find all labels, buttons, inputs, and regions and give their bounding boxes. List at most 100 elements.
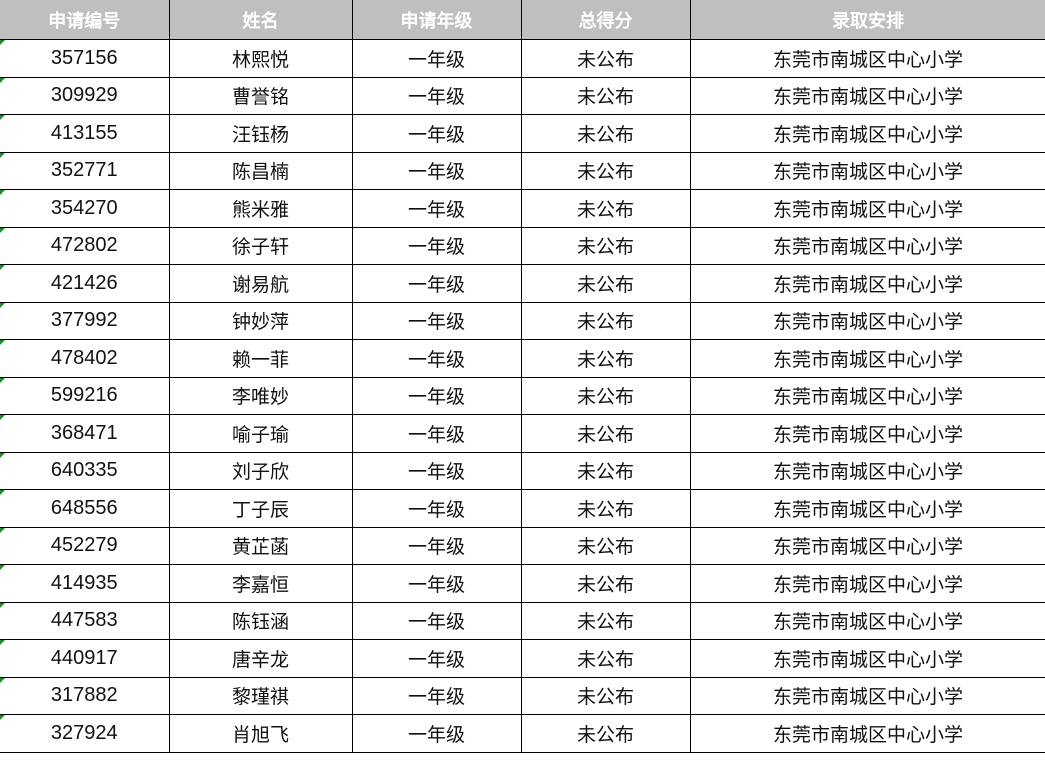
cell-admission[interactable]: 东莞市南城区中心小学 xyxy=(690,564,1045,603)
cell-total-score[interactable]: 未公布 xyxy=(521,77,691,115)
cell-grade[interactable]: 一年级 xyxy=(352,602,522,640)
cell-application-id[interactable]: 640335 xyxy=(0,452,170,490)
cell-total-score[interactable]: 未公布 xyxy=(521,39,691,78)
cell-total-score[interactable]: 未公布 xyxy=(521,114,691,153)
cell-total-score[interactable]: 未公布 xyxy=(521,339,691,378)
cell-admission[interactable]: 东莞市南城区中心小学 xyxy=(690,339,1045,378)
cell-application-id[interactable]: 421426 xyxy=(0,264,170,303)
cell-name[interactable]: 钟妙萍 xyxy=(169,302,353,340)
cell-total-score[interactable]: 未公布 xyxy=(521,452,691,490)
cell-grade[interactable]: 一年级 xyxy=(352,302,522,340)
cell-application-id[interactable]: 452279 xyxy=(0,527,170,565)
cell-name[interactable]: 唐辛龙 xyxy=(169,639,353,678)
cell-total-score[interactable]: 未公布 xyxy=(521,302,691,340)
cell-admission[interactable]: 东莞市南城区中心小学 xyxy=(690,377,1045,415)
cell-application-id[interactable]: 368471 xyxy=(0,414,170,453)
cell-application-id[interactable]: 354270 xyxy=(0,189,170,228)
cell-application-id[interactable]: 309929 xyxy=(0,77,170,115)
cell-grade[interactable]: 一年级 xyxy=(352,152,522,190)
cell-name[interactable]: 徐子轩 xyxy=(169,227,353,265)
cell-grade[interactable]: 一年级 xyxy=(352,452,522,490)
cell-total-score[interactable]: 未公布 xyxy=(521,677,691,715)
cell-admission[interactable]: 东莞市南城区中心小学 xyxy=(690,302,1045,340)
header-grade[interactable]: 申请年级 xyxy=(352,0,522,40)
cell-application-id[interactable]: 317882 xyxy=(0,677,170,715)
cell-application-id[interactable]: 357156 xyxy=(0,39,170,78)
cell-total-score[interactable]: 未公布 xyxy=(521,639,691,678)
cell-admission[interactable]: 东莞市南城区中心小学 xyxy=(690,452,1045,490)
cell-application-id[interactable]: 447583 xyxy=(0,602,170,640)
cell-admission[interactable]: 东莞市南城区中心小学 xyxy=(690,227,1045,265)
cell-name[interactable]: 肖旭飞 xyxy=(169,714,353,753)
cell-total-score[interactable]: 未公布 xyxy=(521,527,691,565)
header-application-id[interactable]: 申请编号 xyxy=(0,0,170,40)
cell-application-id[interactable]: 352771 xyxy=(0,152,170,190)
cell-grade[interactable]: 一年级 xyxy=(352,564,522,603)
cell-grade[interactable]: 一年级 xyxy=(352,677,522,715)
cell-grade[interactable]: 一年级 xyxy=(352,527,522,565)
cell-admission[interactable]: 东莞市南城区中心小学 xyxy=(690,189,1045,228)
cell-application-id[interactable]: 413155 xyxy=(0,114,170,153)
cell-name[interactable]: 李唯妙 xyxy=(169,377,353,415)
cell-name[interactable]: 谢易航 xyxy=(169,264,353,303)
cell-name[interactable]: 丁子辰 xyxy=(169,489,353,528)
cell-admission[interactable]: 东莞市南城区中心小学 xyxy=(690,714,1045,753)
cell-grade[interactable]: 一年级 xyxy=(352,339,522,378)
cell-admission[interactable]: 东莞市南城区中心小学 xyxy=(690,677,1045,715)
cell-application-id[interactable]: 377992 xyxy=(0,302,170,340)
cell-total-score[interactable]: 未公布 xyxy=(521,714,691,753)
cell-admission[interactable]: 东莞市南城区中心小学 xyxy=(690,489,1045,528)
cell-name[interactable]: 黎瑾祺 xyxy=(169,677,353,715)
cell-name[interactable]: 曹誉铭 xyxy=(169,77,353,115)
cell-grade[interactable]: 一年级 xyxy=(352,189,522,228)
cell-application-id[interactable]: 327924 xyxy=(0,714,170,753)
cell-total-score[interactable]: 未公布 xyxy=(521,377,691,415)
cell-grade[interactable]: 一年级 xyxy=(352,414,522,453)
cell-admission[interactable]: 东莞市南城区中心小学 xyxy=(690,602,1045,640)
cell-admission[interactable]: 东莞市南城区中心小学 xyxy=(690,414,1045,453)
cell-grade[interactable]: 一年级 xyxy=(352,264,522,303)
cell-admission[interactable]: 东莞市南城区中心小学 xyxy=(690,264,1045,303)
cell-grade[interactable]: 一年级 xyxy=(352,227,522,265)
cell-admission[interactable]: 东莞市南城区中心小学 xyxy=(690,527,1045,565)
cell-name[interactable]: 赖一菲 xyxy=(169,339,353,378)
cell-application-id[interactable]: 472802 xyxy=(0,227,170,265)
header-name[interactable]: 姓名 xyxy=(169,0,353,40)
cell-name[interactable]: 陈钰涵 xyxy=(169,602,353,640)
cell-grade[interactable]: 一年级 xyxy=(352,489,522,528)
cell-admission[interactable]: 东莞市南城区中心小学 xyxy=(690,639,1045,678)
header-total-score[interactable]: 总得分 xyxy=(521,0,691,40)
cell-name[interactable]: 李嘉恒 xyxy=(169,564,353,603)
cell-admission[interactable]: 东莞市南城区中心小学 xyxy=(690,77,1045,115)
cell-application-id[interactable]: 648556 xyxy=(0,489,170,528)
cell-application-id[interactable]: 440917 xyxy=(0,639,170,678)
cell-admission[interactable]: 东莞市南城区中心小学 xyxy=(690,114,1045,153)
cell-name[interactable]: 陈昌楠 xyxy=(169,152,353,190)
cell-total-score[interactable]: 未公布 xyxy=(521,414,691,453)
cell-total-score[interactable]: 未公布 xyxy=(521,152,691,190)
cell-total-score[interactable]: 未公布 xyxy=(521,227,691,265)
cell-name[interactable]: 林熙悦 xyxy=(169,39,353,78)
cell-grade[interactable]: 一年级 xyxy=(352,39,522,78)
cell-grade[interactable]: 一年级 xyxy=(352,639,522,678)
cell-total-score[interactable]: 未公布 xyxy=(521,564,691,603)
cell-total-score[interactable]: 未公布 xyxy=(521,489,691,528)
cell-grade[interactable]: 一年级 xyxy=(352,77,522,115)
cell-name[interactable]: 黄芷菡 xyxy=(169,527,353,565)
cell-grade[interactable]: 一年级 xyxy=(352,114,522,153)
cell-application-id[interactable]: 414935 xyxy=(0,564,170,603)
cell-application-id[interactable]: 599216 xyxy=(0,377,170,415)
cell-total-score[interactable]: 未公布 xyxy=(521,189,691,228)
cell-name[interactable]: 刘子欣 xyxy=(169,452,353,490)
cell-admission[interactable]: 东莞市南城区中心小学 xyxy=(690,152,1045,190)
cell-name[interactable]: 熊米雅 xyxy=(169,189,353,228)
cell-admission[interactable]: 东莞市南城区中心小学 xyxy=(690,39,1045,78)
cell-total-score[interactable]: 未公布 xyxy=(521,264,691,303)
cell-name[interactable]: 汪钰杨 xyxy=(169,114,353,153)
header-admission[interactable]: 录取安排 xyxy=(690,0,1045,40)
cell-application-id[interactable]: 478402 xyxy=(0,339,170,378)
cell-grade[interactable]: 一年级 xyxy=(352,714,522,753)
cell-grade[interactable]: 一年级 xyxy=(352,377,522,415)
cell-name[interactable]: 喻子瑜 xyxy=(169,414,353,453)
cell-total-score[interactable]: 未公布 xyxy=(521,602,691,640)
